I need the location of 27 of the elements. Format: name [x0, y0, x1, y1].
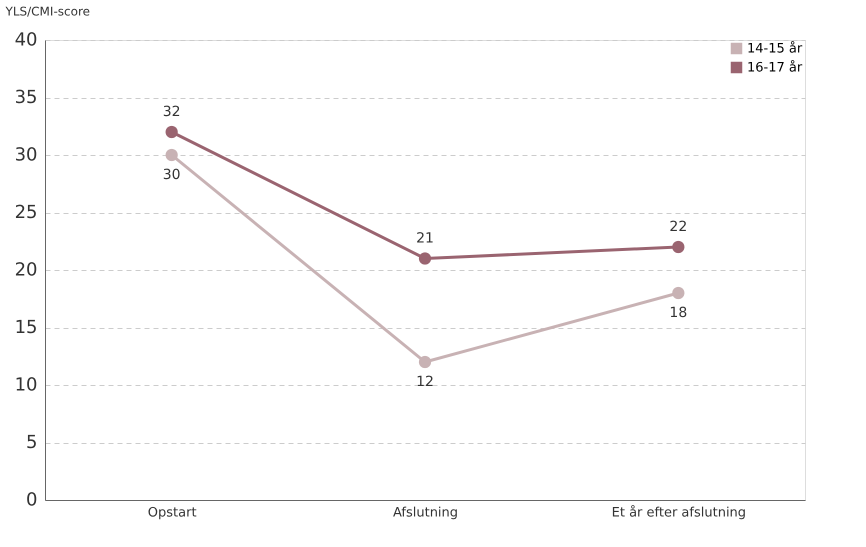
data-label: 22	[669, 219, 688, 235]
point	[418, 356, 432, 368]
data-label: 30	[162, 167, 181, 183]
x-tick-label: Et år efter afslutning	[612, 504, 746, 520]
data-label: 21	[416, 230, 434, 246]
y-tick-label: 40	[14, 30, 38, 50]
point	[166, 126, 178, 138]
y-tick-label: 30	[14, 144, 38, 166]
x-tick-label: Opstart	[148, 506, 197, 520]
y-axis-title: YLS/CMI-score	[4, 4, 90, 18]
y-tick-label: 15	[14, 317, 38, 338]
y-tick-label: 25	[14, 202, 38, 223]
x-tick-label: Afslutning	[392, 506, 458, 520]
y-tick-label: 20	[14, 260, 38, 280]
y-tick-label: 5	[26, 432, 38, 453]
legend-label: 16-17 år	[747, 60, 803, 76]
y-tick-label: 0	[26, 490, 38, 510]
point	[672, 240, 684, 254]
data-label: 18	[669, 305, 688, 321]
legend-label: 14-15 år	[747, 40, 803, 56]
y-tick-label: 35	[14, 87, 38, 108]
point	[672, 286, 684, 300]
data-label: 12	[416, 374, 434, 390]
point	[418, 252, 432, 265]
y-tick-label: 10	[14, 374, 38, 396]
data-label: 32	[162, 104, 181, 120]
point	[166, 148, 178, 162]
